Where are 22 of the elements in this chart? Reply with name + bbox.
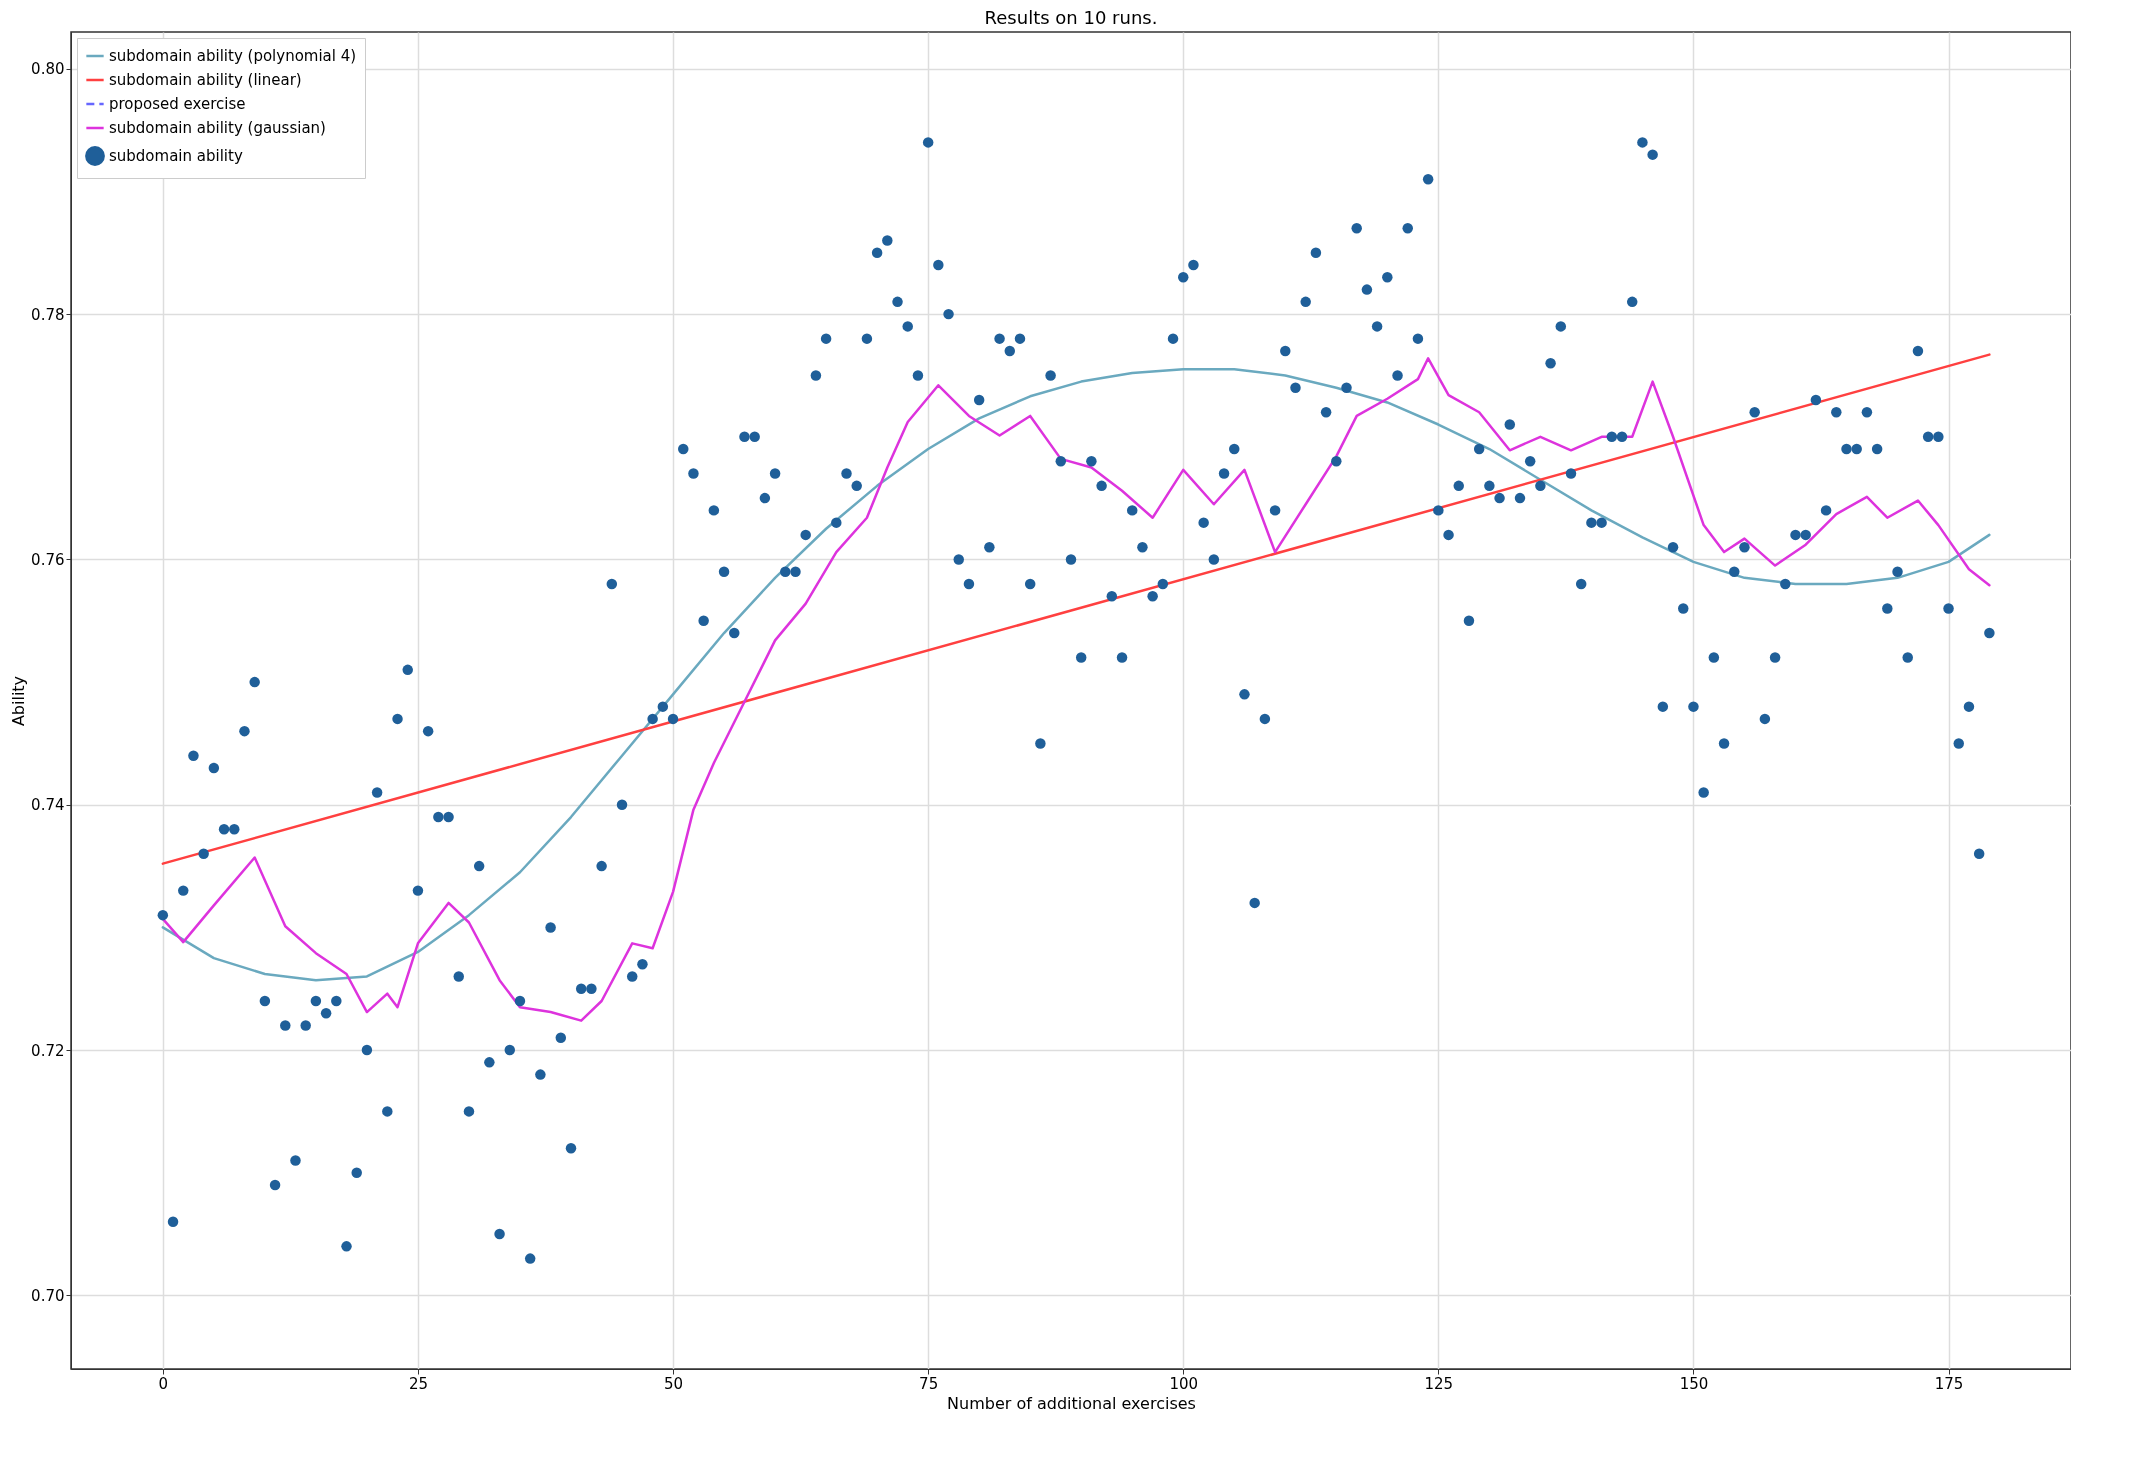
legend-label: subdomain ability (linear) — [109, 71, 302, 89]
y-tick-label: 0.78 — [31, 305, 65, 324]
y-tick-label: 0.70 — [31, 1286, 65, 1305]
y-tick-label: 0.76 — [31, 550, 65, 569]
x-tick-label: 150 — [1679, 1374, 1709, 1393]
y-tick-label: 0.74 — [31, 796, 65, 815]
y-axis-title: Ability — [9, 675, 29, 727]
x-axis-title: Number of additional exercises — [947, 1393, 1196, 1413]
x-tick-label: 125 — [1424, 1374, 1454, 1393]
x-tick-label: 175 — [1934, 1374, 1964, 1393]
x-tick-label: 25 — [408, 1374, 428, 1393]
x-tick-label: 0 — [158, 1374, 169, 1393]
x-tick-label: 50 — [663, 1374, 684, 1393]
legend-label: subdomain ability — [109, 147, 243, 165]
legend-label: proposed exercise — [109, 95, 246, 113]
legend-label: subdomain ability (polynomial 4) — [109, 47, 357, 65]
legend-label: subdomain ability (gaussian) — [109, 119, 326, 137]
x-tick-label: 75 — [919, 1374, 939, 1393]
x-tick-label: 100 — [1169, 1374, 1199, 1393]
y-tick-label: 0.72 — [31, 1041, 65, 1060]
y-tick-label: 0.80 — [31, 60, 65, 79]
chart-title: Results on 10 runs. — [984, 7, 1158, 28]
